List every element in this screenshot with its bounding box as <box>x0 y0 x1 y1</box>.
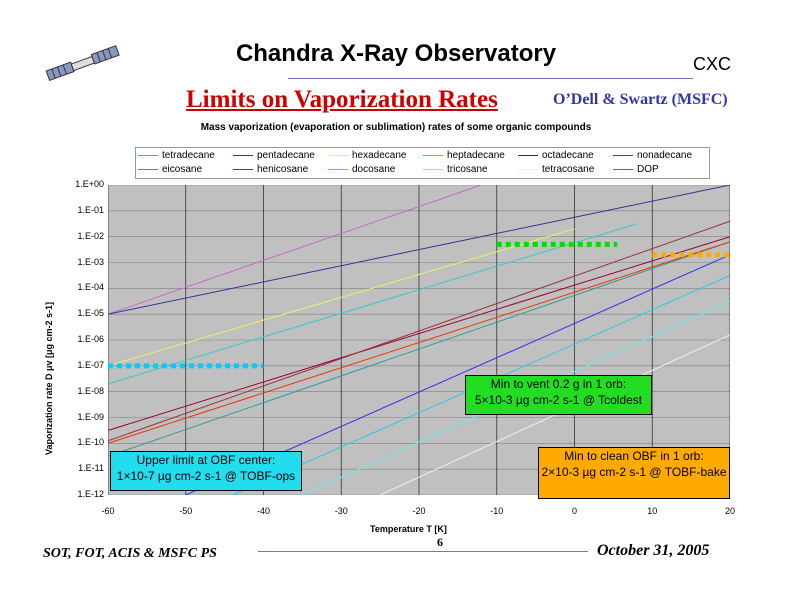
callout-vent-line1: Min to vent 0.2 g in 1 orb: <box>490 377 627 391</box>
callout-obf-bake-limit: Min to clean OBF in 1 orb: 2×10-3 µg cm-… <box>538 447 730 499</box>
y-tick-label: 1.E-05 <box>77 308 104 319</box>
y-tick-label: 1.E-04 <box>77 282 104 293</box>
slide-authors: O’Dell & Swartz (MSFC) <box>553 91 728 108</box>
header-rule <box>288 78 693 79</box>
legend-label: DOP <box>637 164 659 175</box>
legend-item-octadecane: octadecane <box>518 149 594 163</box>
legend-swatch <box>613 168 633 170</box>
legend-item-heptadecane: heptadecane <box>423 149 505 163</box>
series-line-nonadecane <box>107 220 731 442</box>
slide-title: Limits on Vaporization Rates <box>186 86 498 113</box>
y-axis-label: Vaporization rate D μv [μg cm-2 s-1] <box>44 301 54 455</box>
legend-label: heptadecane <box>447 150 505 161</box>
chart-title: Mass vaporization (evaporation or sublim… <box>200 122 592 133</box>
y-tick-label: 1.E-06 <box>77 334 104 344</box>
callout-vent-line2: 5×10-3 µg cm-2 s-1 @ Tcoldest <box>474 393 643 407</box>
legend-label: hexadecane <box>352 150 407 161</box>
y-tick-label: 1.E-02 <box>77 230 104 241</box>
page-number: 6 <box>437 535 443 549</box>
legend-label: pentadecane <box>257 150 315 161</box>
legend-item-nonadecane: nonadecane <box>613 149 692 163</box>
footer-date: October 31, 2005 <box>597 542 710 559</box>
x-tick-label: -10 <box>490 506 504 516</box>
callout-obf-bake-line1: Min to clean OBF in 1 orb: <box>564 449 704 463</box>
callout-obf-ops-line2: 1×10-7 µg cm-2 s-1 @ TOBF-ops <box>116 469 296 483</box>
footer-rule <box>258 551 588 552</box>
legend-swatch <box>423 154 443 156</box>
y-tick-label: 1.E-11 <box>78 463 104 474</box>
legend-item-tricosane: tricosane <box>423 163 488 177</box>
callout-obf-ops-limit: Upper limit at OBF center: 1×10-7 µg cm-… <box>110 451 302 491</box>
series-line-DOP <box>107 241 731 444</box>
header-org: CXC <box>693 54 732 74</box>
x-tick-label: -30 <box>334 506 348 516</box>
y-tick-label: 1.E-10 <box>77 437 104 448</box>
legend-item-eicosane: eicosane <box>138 163 202 177</box>
legend-label: henicosane <box>257 164 309 175</box>
y-tick-label: 1.E-03 <box>77 256 104 267</box>
legend-item-docosane: docosane <box>328 163 395 177</box>
legend-label: docosane <box>352 164 396 175</box>
legend-label: tricosane <box>447 164 488 175</box>
legend-swatch <box>138 154 158 156</box>
x-tick-label: 20 <box>724 506 735 516</box>
series-line-pentadecane <box>107 184 731 315</box>
chart-legend: tetradecane pentadecane hexadecane heptadec… <box>135 147 710 179</box>
legend-label: tetracosane <box>542 164 595 175</box>
callout-obf-bake-line2: 2×10-3 µg cm-2 s-1 @ TOBF-bake <box>541 465 727 479</box>
x-tick-label: -20 <box>412 506 426 516</box>
legend-item-tetradecane: tetradecane <box>138 149 215 163</box>
series-line-hexadecane <box>107 228 575 367</box>
y-tick-label: 1.E+00 <box>75 179 104 189</box>
legend-swatch <box>328 154 348 156</box>
x-tick-label: 10 <box>647 506 658 516</box>
y-tick-label: 1.E-08 <box>77 385 104 396</box>
y-tick-label: 1.E-01 <box>77 204 104 215</box>
plot-area <box>107 184 731 496</box>
x-axis-label: Temperature T [K] <box>370 524 447 534</box>
x-tick-label: -60 <box>101 506 115 516</box>
legend-label: octadecane <box>542 150 594 161</box>
legend-label: eicosane <box>162 164 203 175</box>
legend-swatch <box>233 154 253 156</box>
legend-item-pentadecane: pentadecane <box>233 149 315 163</box>
legend-swatch <box>233 168 253 170</box>
series-line-tetradecane <box>107 184 482 315</box>
legend-label: tetradecane <box>162 150 215 161</box>
legend-item-henicosane: henicosane <box>233 163 308 177</box>
legend-swatch <box>138 168 158 170</box>
legend-item-hexadecane: hexadecane <box>328 149 407 163</box>
footer-left-text: SOT, FOT, ACIS & MSFC PS <box>43 546 217 561</box>
callout-vent-limit: Min to vent 0.2 g in 1 orb: 5×10-3 µg cm… <box>465 375 652 415</box>
y-tick-label: 1.E-12 <box>77 489 104 499</box>
callout-obf-ops-line1: Upper limit at OBF center: <box>136 453 276 467</box>
legend-swatch <box>328 168 348 170</box>
x-tick-label: -50 <box>179 506 193 516</box>
header-title: Chandra X-Ray Observatory <box>235 40 557 67</box>
legend-label: nonadecane <box>637 150 693 161</box>
series-line-eicosane <box>107 241 731 457</box>
legend-swatch <box>613 154 633 156</box>
legend-item-DOP: DOP <box>613 163 659 177</box>
x-tick-label: 0 <box>571 506 577 516</box>
x-tick-label: -40 <box>256 506 270 516</box>
legend-swatch <box>518 168 538 170</box>
y-tick-label: 1.E-07 <box>77 359 104 370</box>
legend-swatch <box>423 168 443 170</box>
series-line-heptadecane <box>107 223 637 385</box>
legend-item-tetracosane: tetracosane <box>518 163 594 177</box>
legend-swatch <box>518 154 538 156</box>
chandra-satellite-icon <box>45 45 120 82</box>
y-tick-label: 1.E-09 <box>77 411 104 422</box>
series-line-octadecane <box>107 236 731 431</box>
